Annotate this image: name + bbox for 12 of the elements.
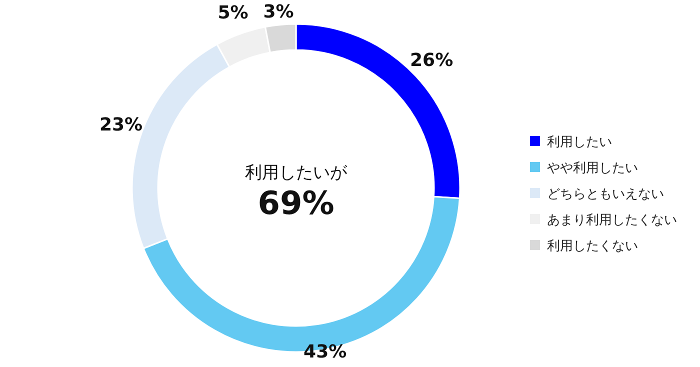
legend-label: あまり利用したくない	[547, 213, 677, 228]
text: 69%	[258, 184, 334, 222]
legend-label: 利用したくない	[547, 239, 638, 254]
data-label: 23%	[99, 114, 143, 136]
legend-label: やや利用したい	[547, 161, 638, 176]
legend-label: 利用したい	[547, 135, 612, 150]
legend-label: どちらともいえない	[547, 187, 664, 202]
data-label: 3%	[263, 2, 294, 22]
data-label: 26%	[410, 50, 454, 72]
data-label: 5%	[218, 2, 248, 24]
data-label: 43%	[304, 342, 347, 362]
text: 利用したいが	[245, 163, 348, 183]
